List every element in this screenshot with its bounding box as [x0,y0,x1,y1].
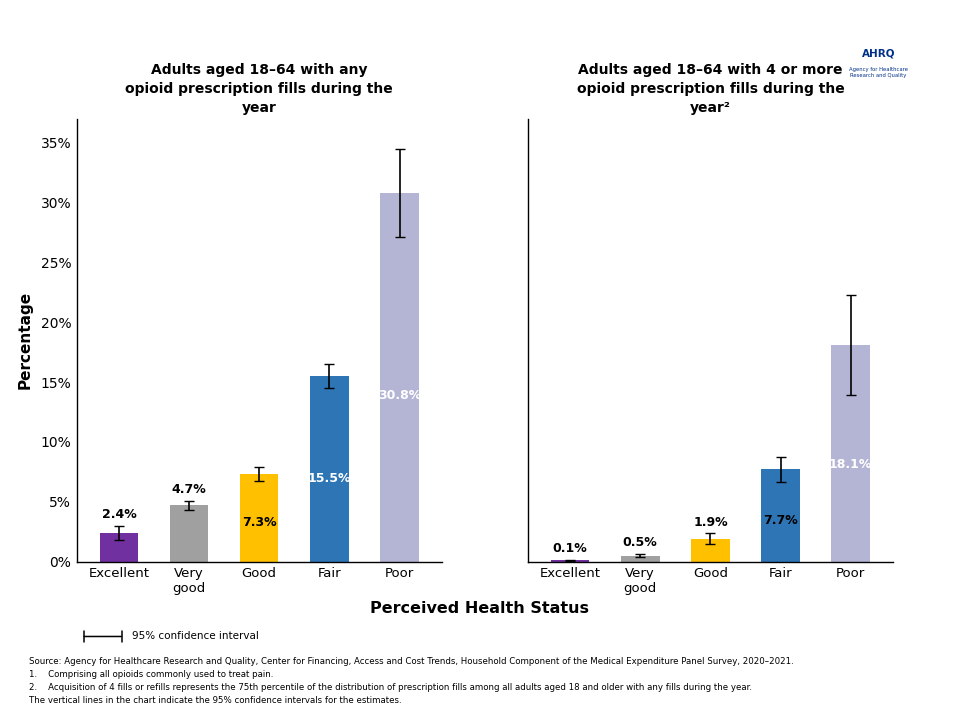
Text: 2.4%: 2.4% [102,508,136,521]
Text: 18.1%: 18.1% [829,458,873,471]
Text: 4.7%: 4.7% [172,483,206,496]
Text: Source: Agency for Healthcare Research and Quality, Center for Financing, Access: Source: Agency for Healthcare Research a… [29,657,794,665]
Ellipse shape [792,14,946,112]
Bar [240,474,278,562]
Bar [380,193,419,562]
Text: 0.1%: 0.1% [553,541,588,555]
Text: 1.9%: 1.9% [693,516,728,528]
Text: Agency for Healthcare
Research and Quality: Agency for Healthcare Research and Quali… [849,67,908,78]
Text: 2.    Acquisition of 4 fills or refills represents the 75th percentile of the di: 2. Acquisition of 4 fills or refills rep… [29,683,752,691]
Text: AHRQ: AHRQ [862,48,895,58]
Text: 30.8%: 30.8% [378,390,421,402]
Bar [310,376,348,562]
Bar [100,533,138,562]
Text: Adults aged 18–64 with any
opioid prescription fills during the
year: Adults aged 18–64 with any opioid prescr… [126,63,393,115]
Bar [761,469,800,562]
Y-axis label: Percentage: Percentage [17,291,33,390]
Bar [621,556,660,562]
Bar [831,345,870,562]
Bar [551,560,589,562]
Text: Figure 5. Average annual percentage of adults aged 18–64
who filled outpatient o: Figure 5. Average annual percentage of a… [86,20,720,94]
Text: 95% confidence interval: 95% confidence interval [132,631,259,642]
Text: 0.5%: 0.5% [623,536,658,549]
Text: 7.3%: 7.3% [242,516,276,528]
Bar [691,539,730,562]
Text: Adults aged 18–64 with 4 or more
opioid prescription fills during the
year²: Adults aged 18–64 with 4 or more opioid … [577,63,844,115]
Text: Perceived Health Status: Perceived Health Status [371,601,589,616]
Text: 15.5%: 15.5% [307,472,351,485]
Text: The vertical lines in the chart indicate the 95% confidence intervals for the es: The vertical lines in the chart indicate… [29,696,401,704]
Text: 1.    Comprising all opioids commonly used to treat pain.: 1. Comprising all opioids commonly used … [29,670,274,678]
Bar [170,505,208,562]
Text: 7.7%: 7.7% [763,513,798,526]
